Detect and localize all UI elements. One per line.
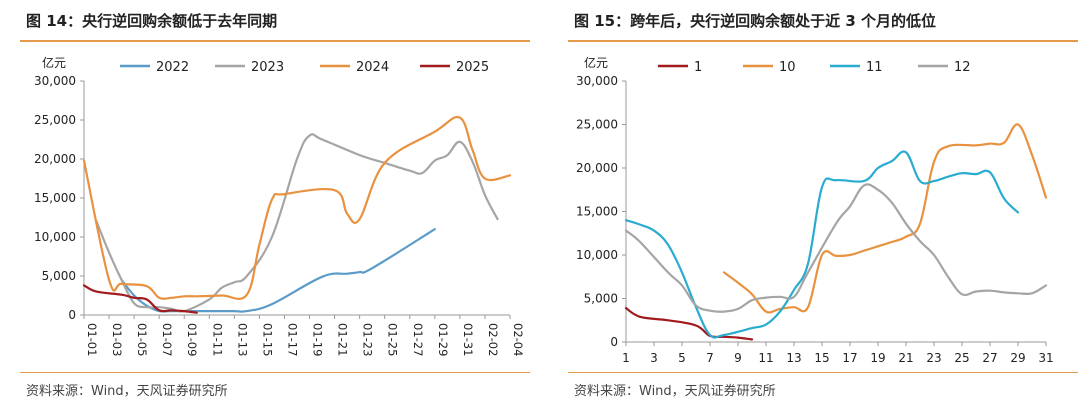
legend-label-1: 1 [694, 60, 702, 75]
series-line-2024 [82, 115, 512, 300]
x-tick-label: 21 [898, 351, 913, 365]
x-tick-label: 02-02 [486, 323, 500, 356]
y-tick-label: 10,000 [576, 248, 618, 262]
x-tick-label: 27 [982, 351, 997, 365]
source-note: 资料来源：Wind，天风证券研究所 [26, 384, 228, 399]
x-tick-label: 01-23 [361, 323, 375, 356]
x-tick-label: 01-05 [135, 323, 149, 356]
legend-label-2023: 2023 [251, 60, 284, 75]
title-divider [20, 40, 530, 42]
x-tick-label: 23 [926, 351, 941, 365]
x-tick-label: 01-27 [411, 323, 425, 356]
x-tick-label: 01-13 [235, 323, 249, 356]
title-divider [568, 40, 1078, 42]
x-tick-label: 5 [678, 351, 686, 365]
y-tick-label: 20,000 [34, 152, 76, 166]
x-tick-label: 17 [842, 351, 857, 365]
legend-label-2022: 2022 [156, 60, 189, 75]
series-line-2025 [82, 284, 198, 314]
x-tick-label: 9 [734, 351, 742, 365]
x-tick-label: 01-03 [110, 323, 124, 356]
x-tick-label: 01-07 [160, 323, 174, 356]
series-line-12 [624, 183, 1048, 313]
series-line-10 [722, 123, 1048, 314]
figure-14-panel: 图 14：央行逆回购余额低于去年同期 亿元 0 5,000 10,000 15,000 2… [0, 0, 532, 406]
series-line-1 [624, 307, 754, 341]
x-tick-label: 25 [954, 351, 969, 365]
x-tick-label: 01-15 [260, 323, 274, 356]
x-tick-label: 02-04 [511, 323, 525, 356]
x-tick-label: 7 [706, 351, 714, 365]
y-tick-label: 15,000 [576, 205, 618, 219]
x-tick-label: 01-25 [386, 323, 400, 356]
y-tick-label: 30,000 [34, 74, 76, 88]
x-tick-label: 11 [758, 351, 773, 365]
legend-label-2024: 2024 [356, 60, 389, 75]
figure-title: 图 14：央行逆回购余额低于去年同期 [26, 12, 278, 30]
x-tick-label: 1 [622, 351, 630, 365]
x-tick-label: 13 [786, 351, 801, 365]
legend-label-2025: 2025 [456, 60, 489, 75]
x-tick-label: 3 [650, 351, 658, 365]
y-tick-label: 20,000 [576, 161, 618, 175]
series-line-2023 [95, 133, 499, 313]
y-tick-label: 30,000 [576, 74, 618, 88]
legend-label-10: 10 [779, 60, 796, 75]
reverse-repo-balance-yoy-chart: 亿元 0 5,000 10,000 15,000 20,000 25,000 30,000 01… [34, 55, 525, 356]
x-tick-label: 01-01 [85, 323, 99, 356]
x-tick-label: 19 [870, 351, 885, 365]
source-divider [20, 372, 530, 373]
figure-title: 图 15：跨年后，央行逆回购余额处于近 3 个月的低位 [574, 12, 936, 30]
x-tick-label: 01-19 [311, 323, 325, 356]
series-line-2022 [120, 228, 436, 313]
y-tick-label: 25,000 [34, 113, 76, 127]
y-tick-label: 5,000 [584, 292, 618, 306]
figure-15-panel: 图 15：跨年后，央行逆回购余额处于近 3 个月的低位 亿元 0 5,000 10,0… [548, 0, 1080, 406]
x-tick-label: 01-29 [436, 323, 450, 356]
x-tick-label: 01-17 [285, 323, 299, 356]
legend-label-11: 11 [866, 60, 883, 75]
y-tick-label: 5,000 [42, 269, 76, 283]
y-tick-label: 10,000 [34, 230, 76, 244]
y-axis-unit-label: 亿元 [584, 55, 608, 70]
y-tick-label: 0 [68, 308, 76, 322]
x-tick-label: 31 [1038, 351, 1053, 365]
x-tick-label: 01-31 [461, 323, 475, 356]
x-tick-label: 15 [814, 351, 829, 365]
source-divider [568, 372, 1078, 373]
source-note: 资料来源：Wind，天风证券研究所 [574, 384, 776, 399]
x-tick-label: 01-09 [185, 323, 199, 356]
y-axis-unit-label: 亿元 [42, 55, 66, 70]
legend-label-12: 12 [954, 60, 971, 75]
series-line-11 [624, 150, 1020, 339]
x-tick-label: 29 [1010, 351, 1025, 365]
y-tick-label: 0 [610, 335, 618, 349]
x-tick-label: 01-21 [336, 323, 350, 356]
y-tick-label: 25,000 [576, 118, 618, 132]
x-tick-label: 01-11 [210, 323, 224, 356]
y-tick-label: 15,000 [34, 191, 76, 205]
